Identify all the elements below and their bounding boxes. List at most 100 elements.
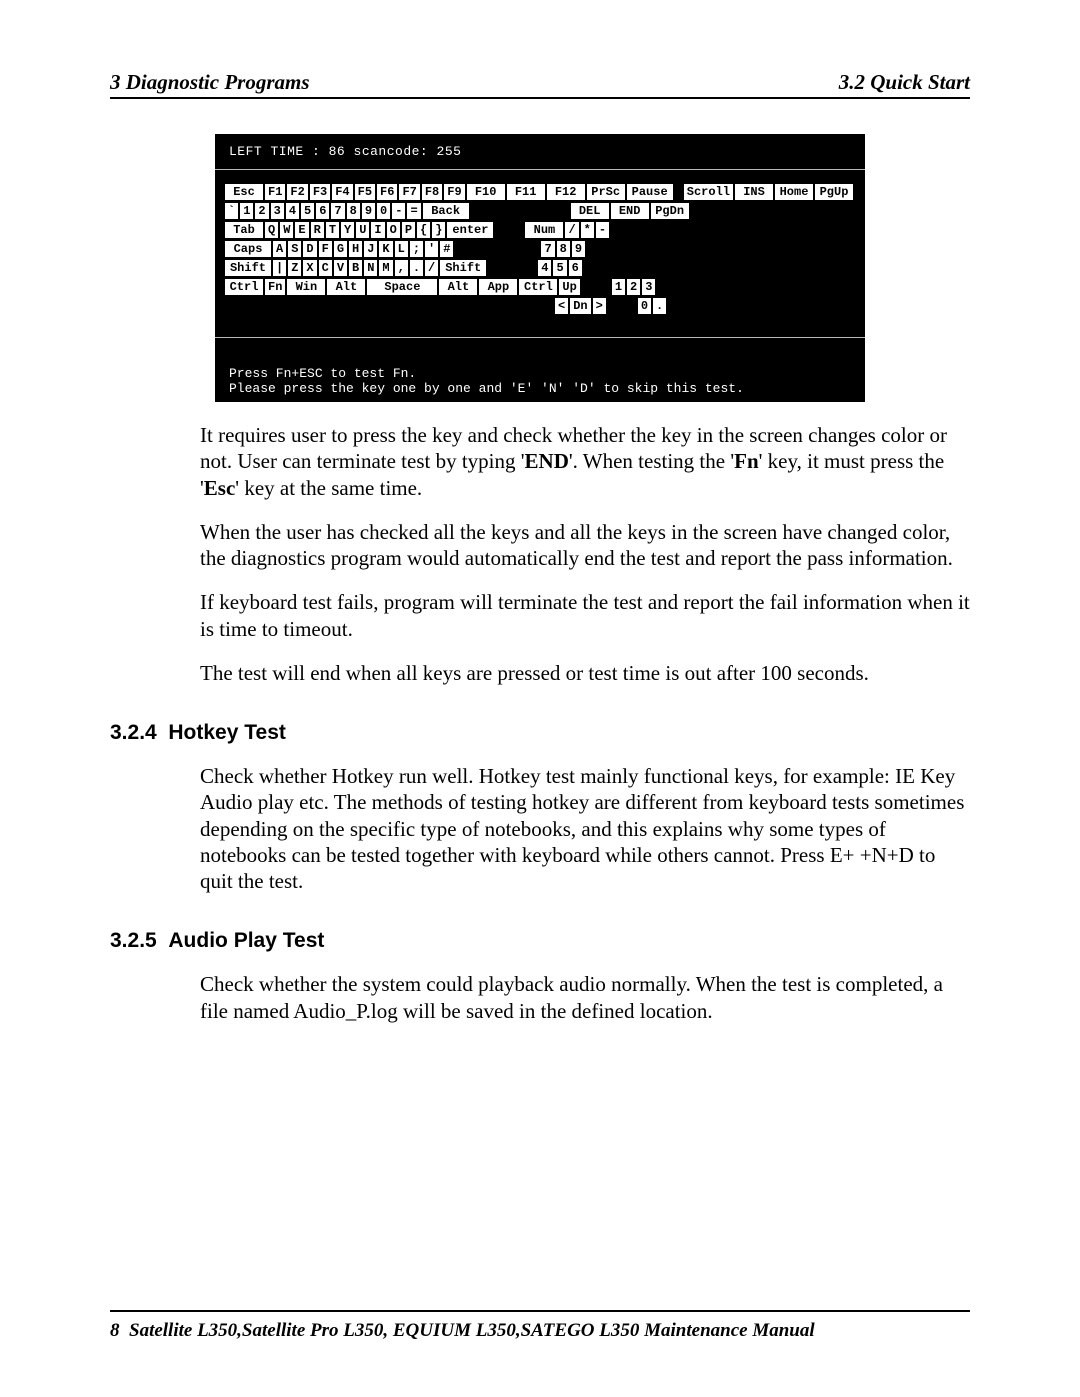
key-f11: F11 [507,184,545,200]
key-4: 4 [286,203,299,219]
key-2: 2 [627,279,640,295]
section-number: 3.2.5 [110,929,157,952]
key-f1: F1 [265,184,285,200]
key-ins: INS [735,184,773,200]
key-: ; [410,241,423,257]
terminal-screenshot: LEFT TIME : 86 scancode: 255 EscF1F2F3F4… [215,134,865,402]
keyboard-layout: EscF1F2F3F4F5F6F7F8F9F10F11F12PrScPauseS… [215,170,865,337]
header-right: 3.2 Quick Start [839,70,970,95]
key-: < [555,298,568,314]
kb-row-qwerty: TabQWERTYUIOP{}enterNum/*- [225,222,855,238]
bold-text: Fn [734,449,759,473]
kb-row-function: EscF1F2F3F4F5F6F7F8F9F10F11F12PrScPauseS… [225,184,855,200]
paragraph: The test will end when all keys are pres… [110,660,970,686]
key-shift: Shift [440,260,486,276]
key-l: L [395,241,408,257]
key-: ' [425,241,438,257]
key-pgdn: PgDn [651,203,689,219]
key-: . [653,298,666,314]
key-5: 5 [553,260,566,276]
key-f8: F8 [422,184,442,200]
key-x: X [303,260,316,276]
key-3: 3 [271,203,284,219]
key-0: 0 [377,203,390,219]
key-: | [273,260,286,276]
key-home: Home [775,184,813,200]
key-pause: Pause [627,184,673,200]
text: ' key at the same time. [235,476,422,500]
key-0: 0 [638,298,651,314]
key-z: Z [288,260,301,276]
kb-row-home: CapsASDFGHJKL;'#789 [225,241,855,257]
key-del: DEL [571,203,609,219]
terminal-hint1: Press Fn+ESC to test Fn. [229,366,851,381]
section-title: Audio Play Test [168,929,324,952]
page-number: 8 [110,1320,120,1341]
key-v: V [334,260,347,276]
key-: ` [225,203,238,219]
key-num: Num [525,222,563,238]
key-i: I [371,222,384,238]
terminal-footer: Press Fn+ESC to test Fn. Please press th… [215,338,865,396]
key-space: Space [367,279,437,295]
key-: > [593,298,606,314]
key-f2: F2 [287,184,307,200]
key-g: G [334,241,347,257]
key-1: 1 [240,203,253,219]
key-6: 6 [316,203,329,219]
key-enter: enter [447,222,493,238]
key-alt: Alt [327,279,365,295]
key-2: 2 [255,203,268,219]
section-heading: 3.2.5 Audio Play Test [110,929,970,953]
key-f3: F3 [310,184,330,200]
key-: / [565,222,578,238]
key-7: 7 [541,241,554,257]
key-esc: Esc [225,184,263,200]
key-f4: F4 [332,184,352,200]
key-d: D [303,241,316,257]
key-prsc: PrSc [587,184,625,200]
key-f5: F5 [355,184,375,200]
section-heading: 3.2.4 Hotkey Test [110,721,970,745]
document-page: 3 Diagnostic Programs 3.2 Quick Start LE… [0,0,1080,1397]
key-back: Back [423,203,469,219]
key-j: J [364,241,377,257]
key-e: E [295,222,308,238]
key-h: H [349,241,362,257]
terminal-hint2: Please press the key one by one and 'E' … [229,381,851,396]
terminal-status-line: LEFT TIME : 86 scancode: 255 [215,144,865,169]
key-r: R [311,222,324,238]
key-ctrl: Ctrl [225,279,263,295]
key-ctrl: Ctrl [519,279,557,295]
key-: . [410,260,423,276]
key-9: 9 [572,241,585,257]
key-o: O [387,222,400,238]
key-: { [417,222,430,238]
kb-row-ctrl: CtrlFnWinAltSpaceAltAppCtrlUp123 [225,279,855,295]
paragraph: When the user has checked all the keys a… [110,519,970,572]
page-header: 3 Diagnostic Programs 3.2 Quick Start [110,70,970,99]
key-w: W [280,222,293,238]
key-s: S [288,241,301,257]
key-u: U [356,222,369,238]
key-: - [392,203,405,219]
key-7: 7 [331,203,344,219]
key-f: F [319,241,332,257]
key-f6: F6 [377,184,397,200]
key-p: P [402,222,415,238]
key-: = [407,203,420,219]
key-y: Y [341,222,354,238]
bold-text: END [525,449,569,473]
key-4: 4 [538,260,551,276]
key-q: Q [265,222,278,238]
section-number: 3.2.4 [110,721,157,744]
key-: # [440,241,453,257]
page-footer: 8 Satellite L350,Satellite Pro L350, EQU… [110,1310,970,1342]
key-alt: Alt [439,279,477,295]
key-f7: F7 [399,184,419,200]
key-a: A [273,241,286,257]
key-pgup: PgUp [815,184,853,200]
bold-text: Esc [204,476,236,500]
footer-text: Satellite L350,Satellite Pro L350, EQUIU… [129,1320,815,1341]
key-caps: Caps [225,241,271,257]
